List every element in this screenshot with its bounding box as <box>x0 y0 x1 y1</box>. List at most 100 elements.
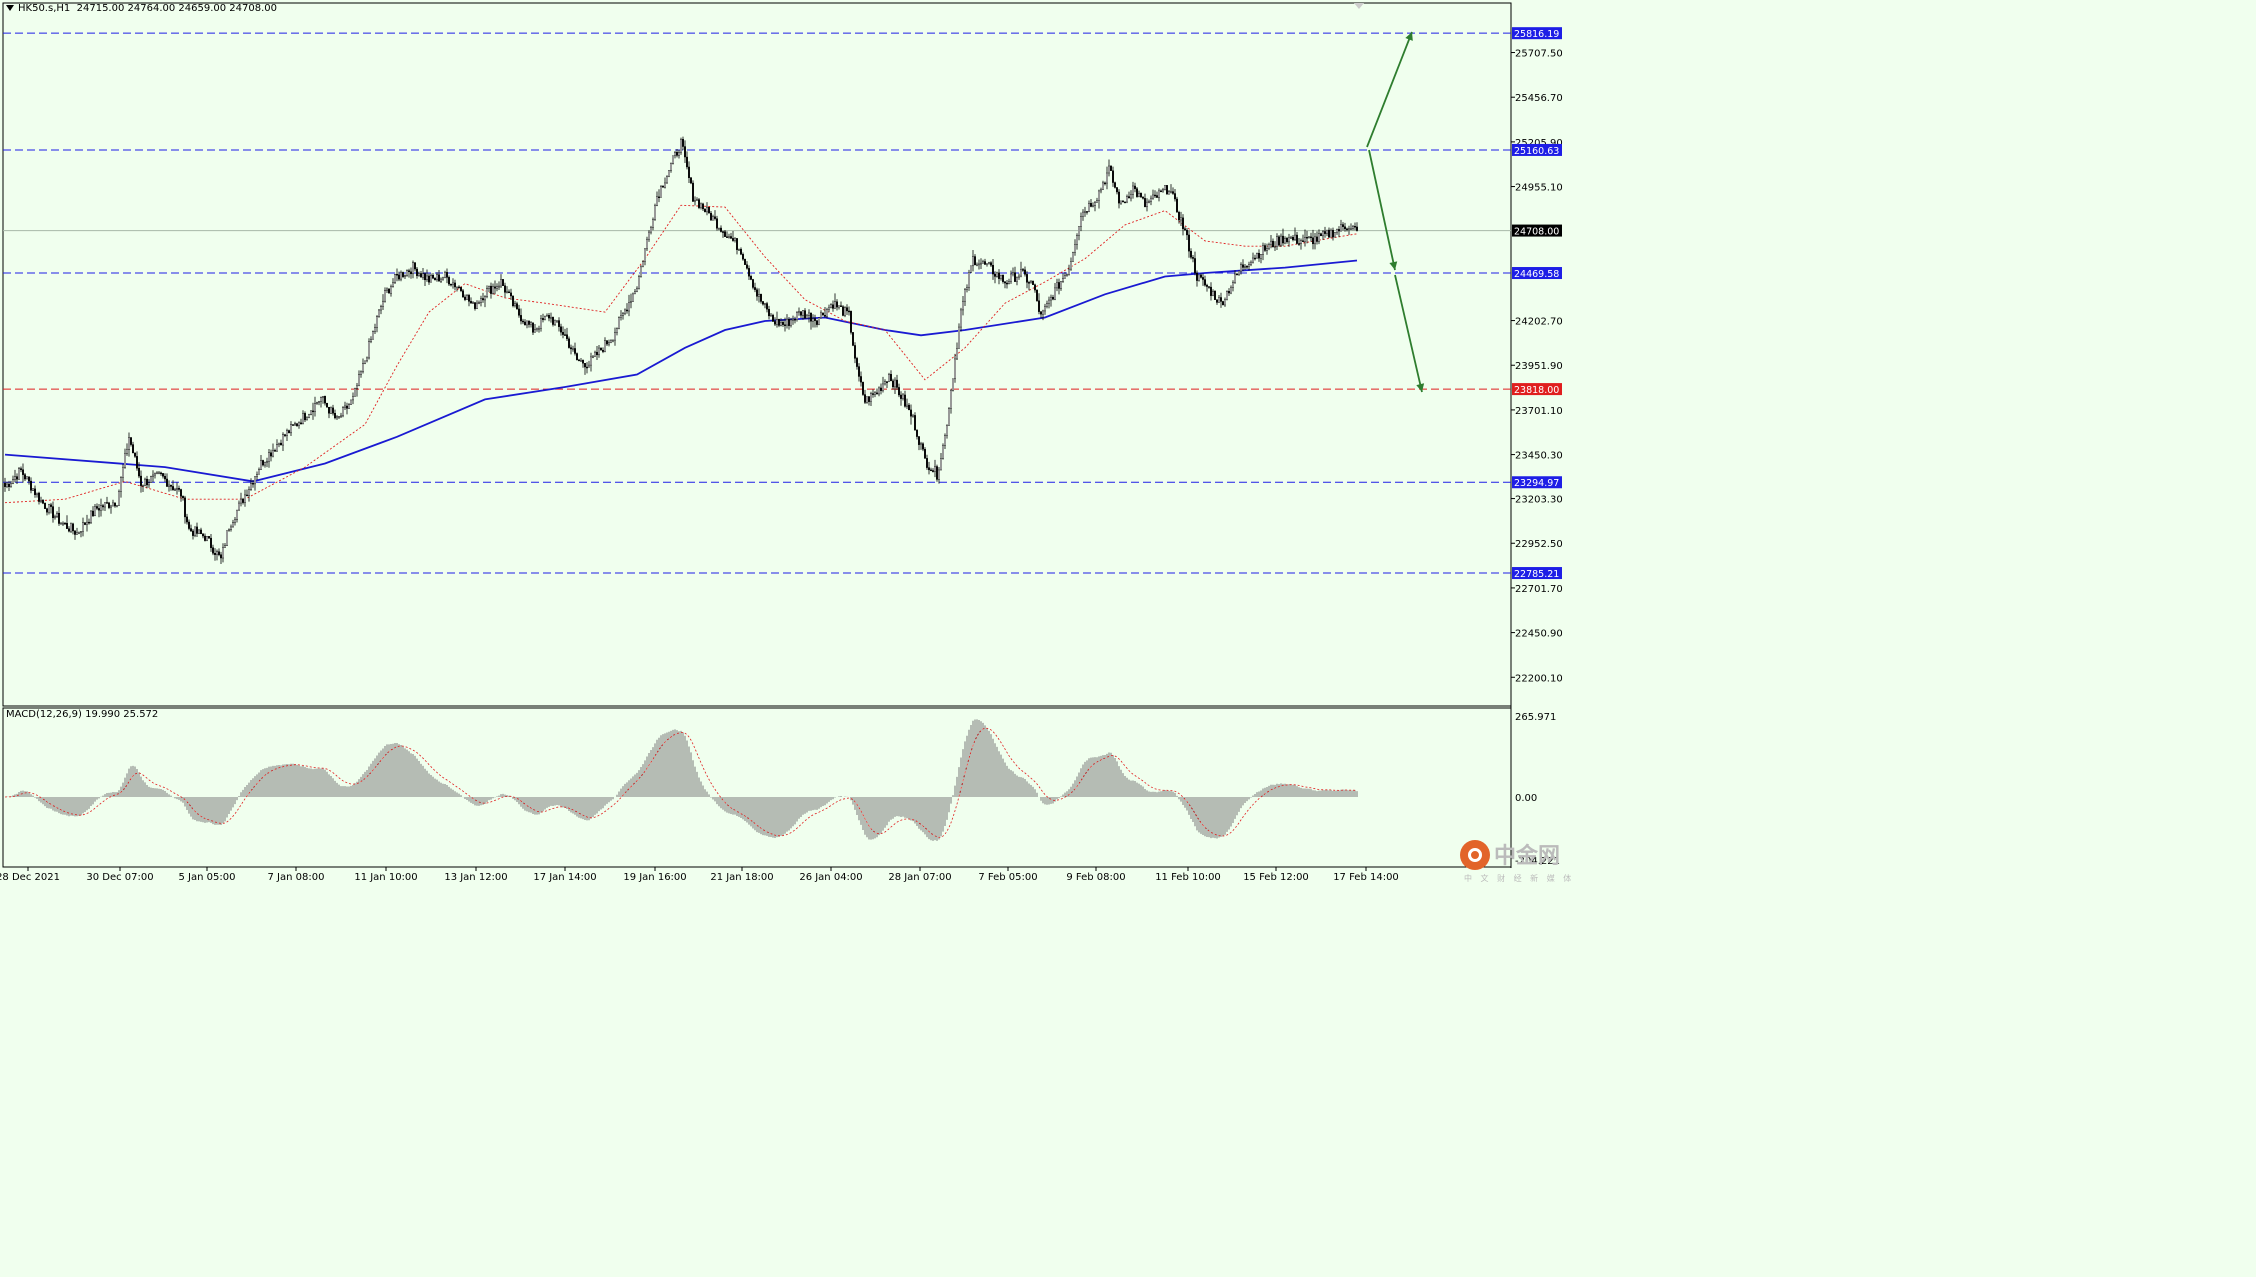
candle-body <box>992 264 995 275</box>
ma-slow-layer <box>4 259 1358 483</box>
candle <box>91 506 94 517</box>
candle <box>484 295 487 308</box>
candle <box>123 448 126 469</box>
candle <box>1105 166 1108 190</box>
candle-body <box>860 376 863 383</box>
candle-body <box>217 551 220 555</box>
candle <box>296 422 299 427</box>
candle <box>538 325 541 333</box>
candle-body <box>89 510 92 523</box>
candle <box>1012 267 1015 277</box>
candle-body <box>998 272 1001 279</box>
candle <box>350 399 353 405</box>
candle-body <box>1113 182 1116 188</box>
candle-body <box>1095 200 1098 203</box>
candle-body <box>566 334 569 339</box>
candle-body <box>510 292 513 297</box>
candle-body <box>81 522 84 532</box>
candle <box>50 502 53 514</box>
candle-body <box>5 483 8 487</box>
candle-body <box>1177 212 1180 221</box>
candle-body <box>448 277 451 285</box>
candle-body <box>670 163 673 171</box>
candle-body <box>1008 281 1011 284</box>
price-chart[interactable]: 25707.50 25456.70 25205.90 24955.10 24202.70… <box>0 0 1567 888</box>
candle-body <box>564 334 567 336</box>
candle <box>83 522 86 526</box>
candle-body <box>672 155 675 164</box>
candle <box>1002 274 1005 284</box>
candle <box>1195 270 1198 287</box>
candle <box>1215 299 1218 305</box>
candle <box>694 196 697 206</box>
candle <box>676 149 679 158</box>
candle <box>1103 181 1106 186</box>
candle-body <box>872 393 875 395</box>
x-tick-label-14: 15 Feb 12:00 <box>1243 872 1309 883</box>
candle <box>430 273 433 283</box>
candle-body <box>572 348 575 350</box>
candle <box>272 443 275 458</box>
candle-body <box>1191 257 1194 259</box>
candle-body <box>562 331 565 335</box>
candle-body <box>996 272 999 277</box>
candle <box>149 475 152 483</box>
logo-subtext: 中 文 财 经 新 媒 体 <box>1464 874 1575 883</box>
candle-body <box>678 152 681 156</box>
candle-body <box>390 286 393 294</box>
candle <box>746 261 749 270</box>
candle <box>292 424 295 426</box>
candle-body <box>125 449 128 454</box>
candle <box>1171 187 1174 195</box>
candle-body <box>888 374 891 383</box>
candle <box>398 271 401 282</box>
candle <box>610 339 613 344</box>
candle <box>330 406 333 415</box>
candle <box>1201 273 1204 286</box>
candle <box>714 210 717 221</box>
candle-body <box>1111 170 1114 183</box>
candle <box>1355 222 1358 232</box>
candle-body <box>890 374 893 382</box>
candle <box>1077 226 1080 241</box>
candle <box>536 327 539 332</box>
candle-body <box>764 303 767 305</box>
candle <box>432 273 435 280</box>
candle-body <box>149 476 152 483</box>
candle-body <box>574 348 577 354</box>
candle-body <box>454 282 457 288</box>
candle-body <box>466 295 469 300</box>
candle <box>748 265 751 280</box>
candle <box>1205 283 1208 292</box>
candle <box>838 305 841 310</box>
candle <box>270 449 273 462</box>
candle <box>346 402 349 415</box>
candle-body <box>83 522 86 525</box>
candle-body <box>1247 264 1250 267</box>
candle <box>992 259 995 280</box>
candle <box>988 261 991 265</box>
candle <box>918 435 921 451</box>
y-tick-label-6: 23701.10 <box>1515 406 1563 417</box>
candle-body <box>780 321 783 326</box>
candle <box>1255 252 1258 259</box>
candle-body <box>386 288 389 291</box>
candle-body <box>1319 233 1322 237</box>
candle <box>396 268 399 282</box>
candle-body <box>11 479 14 484</box>
candle <box>1023 266 1026 277</box>
candle <box>1014 266 1017 282</box>
candle-body <box>918 436 921 445</box>
candle-body <box>1309 236 1312 239</box>
collapse-triangle-icon[interactable] <box>6 5 14 11</box>
candle-body <box>702 203 705 210</box>
candle-body <box>816 320 819 325</box>
candle <box>1161 187 1164 193</box>
candle-body <box>664 182 667 188</box>
candle <box>328 406 331 419</box>
candle <box>219 551 222 564</box>
candle <box>930 467 933 472</box>
candle <box>880 383 883 395</box>
candle-body <box>143 478 146 486</box>
candle-body <box>376 316 379 328</box>
